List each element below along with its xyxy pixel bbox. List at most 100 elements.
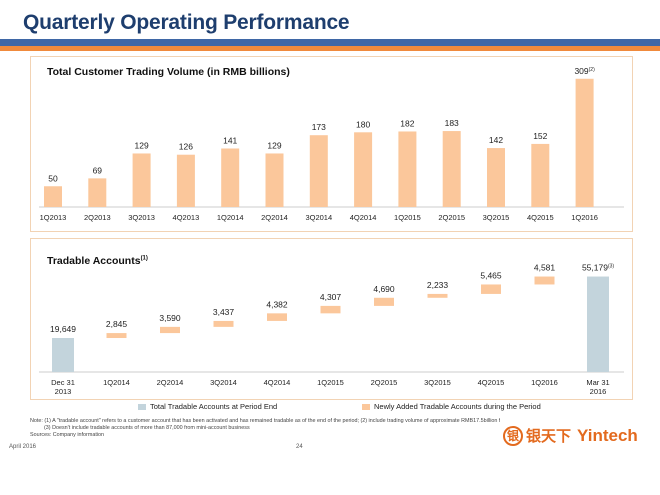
total-accounts-bar — [52, 338, 74, 372]
page-number: 24 — [296, 444, 303, 450]
logo-chinese-name: 银天下 — [526, 427, 572, 445]
volume-category-label: 4Q2013 — [173, 213, 200, 222]
volume-data-label: 69 — [93, 165, 103, 175]
volume-data-label: 129 — [135, 140, 149, 150]
volume-category-label: 2Q2014 — [261, 213, 288, 222]
tradable-accounts-title-text: Tradable Accounts — [47, 255, 141, 267]
volume-bar — [44, 186, 62, 207]
volume-category-label: 1Q2016 — [571, 213, 598, 222]
legend-total-label: Total Tradable Accounts at Period End — [150, 402, 278, 411]
legend-new-label: Newly Added Tradable Accounts during the… — [374, 402, 541, 411]
accounts-category-label: 3Q2015 — [424, 378, 451, 387]
accounts-data-label: 19,649 — [50, 324, 76, 334]
accounts-category-label: 3Q2014 — [210, 378, 237, 387]
new-accounts-bar — [374, 297, 394, 306]
tradable-accounts-panel: Tradable Accounts(1) 19,649 Dec 31 2013 2,8… — [30, 238, 633, 400]
volume-bar — [354, 132, 373, 207]
footer-date: April 2016 — [9, 444, 37, 450]
accounts-data-label: 4,307 — [320, 292, 342, 302]
volume-category-label: 4Q2014 — [350, 213, 377, 222]
volume-bar — [309, 135, 328, 207]
accounts-category-label: 4Q2015 — [478, 378, 505, 387]
volume-category-label: 3Q2014 — [305, 213, 332, 222]
legend-total: Total Tradable Accounts at Period End — [138, 402, 277, 411]
volume-bar — [575, 78, 594, 207]
new-accounts-bar — [106, 333, 127, 339]
accounts-data-label: 3,590 — [159, 313, 181, 323]
accounts-category-label: 2Q2015 — [371, 378, 398, 387]
accounts-data-label: 2,845 — [106, 319, 128, 329]
accounts-data-label: 4,690 — [373, 284, 395, 294]
logo-english-name: Yintech — [577, 425, 638, 445]
volume-bar — [442, 131, 461, 207]
volume-bar — [265, 153, 284, 207]
volume-data-label: 182 — [400, 118, 414, 128]
accounts-category-label: 2016 — [590, 387, 607, 396]
footnote-3: Sources: Company information — [30, 432, 105, 438]
new-accounts-bar — [160, 326, 180, 334]
volume-category-label: 4Q2015 — [527, 213, 554, 222]
footnote-2: (3) Doesn't include tradable accounts of… — [44, 425, 250, 431]
volume-label-note: (2) — [589, 67, 595, 73]
new-accounts-bar — [213, 320, 234, 327]
volume-data-label: 129 — [267, 140, 281, 150]
legend-new: Newly Added Tradable Accounts during the… — [362, 402, 541, 411]
header-band-orange — [0, 46, 660, 51]
volume-category-label: 3Q2015 — [483, 213, 510, 222]
volume-category-label: 1Q2015 — [394, 213, 421, 222]
volume-data-label: 183 — [445, 118, 459, 128]
new-accounts-bar — [481, 284, 501, 294]
volume-bar — [398, 131, 417, 207]
accounts-data-label: 55,179(3) — [582, 263, 614, 273]
trading-volume-panel: Total Customer Trading Volume (in RMB bi… — [30, 56, 633, 232]
volume-data-label: 309(2) — [574, 66, 595, 76]
accounts-category-label: 1Q2014 — [103, 378, 130, 387]
legend-new-swatch — [362, 403, 370, 410]
accounts-data-label: 5,465 — [480, 270, 502, 280]
volume-category-label: 2Q2013 — [84, 213, 111, 222]
volume-category-label: 3Q2013 — [128, 213, 155, 222]
accounts-data-label: 4,581 — [534, 263, 556, 273]
volume-category-label: 1Q2014 — [217, 213, 244, 222]
volume-data-label: 50 — [48, 173, 58, 183]
volume-bar — [88, 178, 107, 207]
trading-volume-title: Total Customer Trading Volume (in RMB bi… — [47, 66, 290, 78]
page-title: Quarterly Operating Performance — [23, 11, 350, 34]
accounts-category-label: Dec 31 — [51, 378, 75, 387]
footnotes: Note: (1) A "tradable account" refers to… — [30, 418, 500, 439]
trading-volume-chart: 50 1Q2013 69 2Q2013 129 3Q2013 126 4Q2013 141 1Q2… — [39, 66, 624, 222]
accounts-category-label: 1Q2016 — [531, 378, 558, 387]
yintech-logo: 银 银天下 Yintech — [503, 425, 638, 446]
accounts-data-label: 4,382 — [266, 299, 288, 309]
accounts-category-label: 2Q2014 — [157, 378, 184, 387]
accounts-category-label: 4Q2014 — [264, 378, 291, 387]
volume-data-label: 126 — [179, 142, 193, 152]
footnote-1: Note: (1) A "tradable account" refers to… — [30, 418, 500, 424]
logo-mark-icon: 银 — [503, 425, 523, 446]
new-accounts-bar — [427, 293, 448, 298]
accounts-data-label: 3,437 — [213, 307, 235, 317]
volume-bar — [221, 148, 240, 207]
tradable-accounts-title: Tradable Accounts(1) — [47, 255, 148, 267]
accounts-category-label: 2013 — [55, 387, 72, 396]
volume-bar — [176, 154, 195, 207]
accounts-category-label: Mar 31 — [586, 378, 609, 387]
accounts-data-label: 2,233 — [427, 280, 449, 290]
new-accounts-bar — [267, 313, 287, 321]
volume-data-label: 173 — [312, 122, 326, 132]
volume-data-label: 142 — [489, 135, 503, 145]
total-accounts-bar — [587, 276, 609, 372]
accounts-category-label: 1Q2015 — [317, 378, 344, 387]
tradable-accounts-title-note: (1) — [140, 255, 148, 262]
accounts-label-note: (3) — [608, 264, 614, 270]
new-accounts-bar — [534, 276, 555, 285]
volume-data-label: 141 — [223, 135, 237, 145]
volume-category-label: 2Q2015 — [438, 213, 465, 222]
volume-bar — [132, 153, 151, 207]
header-band-blue — [0, 39, 660, 46]
volume-data-label: 152 — [533, 131, 547, 141]
legend-total-swatch — [138, 403, 146, 410]
volume-bar — [487, 148, 505, 207]
new-accounts-bar — [320, 305, 341, 314]
